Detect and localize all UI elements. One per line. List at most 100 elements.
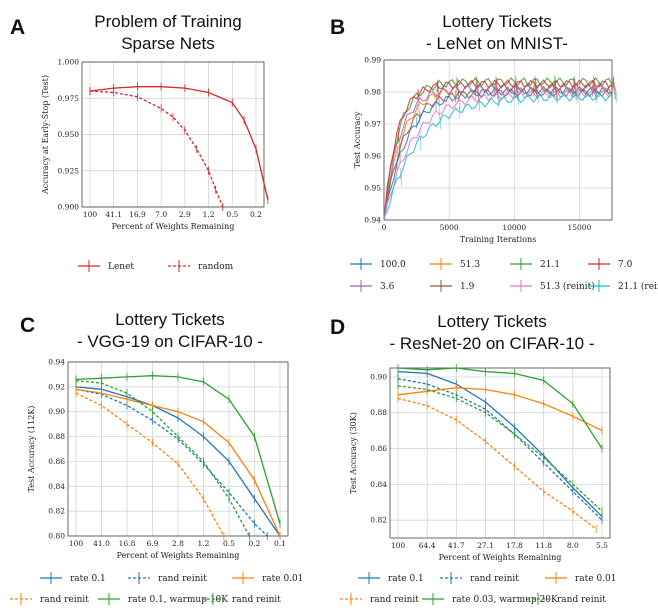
legend-label: 51.3 (reinit) <box>540 281 595 292</box>
y-tick-label: 0.95 <box>364 184 381 193</box>
series-line <box>397 378 603 521</box>
legend-label: rand reinit <box>40 595 89 605</box>
x-axis-label: Training Iterations <box>460 235 537 244</box>
y-axis-label: Test Accuracy <box>353 111 362 168</box>
panel-d: D Lottery Tickets - ResNet-20 on CIFAR-10 … <box>330 312 611 562</box>
panel-letter: A <box>10 16 25 39</box>
panel-a: A Problem of Training Sparse Nets 100 41.1 16… <box>10 12 269 231</box>
y-tick-label: 0.82 <box>370 516 387 525</box>
y-tick-label: 0.92 <box>48 382 65 391</box>
chart-title: Problem of Training <box>94 12 241 31</box>
legend-item: rate 0.03, warmup 20K <box>422 593 558 605</box>
legend-item: 21.1 (reinit) <box>588 280 658 292</box>
x-tick-label: 17.8 <box>506 541 523 550</box>
x-tick-label: 2.9 <box>179 210 191 219</box>
x-axis-label: Percent of Weights Remaining <box>117 551 240 560</box>
legend-label: 21.1 (reinit) <box>618 281 658 292</box>
series-line <box>89 90 224 208</box>
x-tick-label: 64.4 <box>419 541 436 550</box>
legend-label: rate 0.01 <box>262 574 304 584</box>
y-axis-label: Accuracy at Early-Stop (Test) <box>41 75 50 195</box>
y-tick-label: 0.925 <box>58 166 80 175</box>
y-tick-label: 0.86 <box>48 457 65 466</box>
x-tick-label: 0.2 <box>250 210 262 219</box>
x-tick-label: 11.8 <box>535 541 552 550</box>
y-tick-label: 1.000 <box>58 58 80 67</box>
x-tick-label: 10000 <box>502 223 526 232</box>
x-tick-label: 1.2 <box>198 539 210 548</box>
legend-label: rate 0.01 <box>575 574 617 584</box>
x-tick-label: 0.5 <box>223 539 235 548</box>
legend-label: rand reinit <box>557 595 606 605</box>
chart-title: Lottery Tickets <box>442 12 552 31</box>
panel-b: B Lottery Tickets - LeNet on MNIST- 0 5000 10… <box>330 12 617 244</box>
x-tick-label: 16.9 <box>129 210 146 219</box>
legend-label: 3.6 <box>380 282 395 292</box>
plot-frame <box>389 367 611 539</box>
y-tick-label: 0.90 <box>48 407 65 416</box>
legend-c: rate 0.1 rand reinit rate 0.01 rand reinit r… <box>10 572 304 605</box>
x-tick-label: 0 <box>382 223 387 232</box>
series-line <box>397 397 597 530</box>
y-tick-label: 0.88 <box>370 408 387 417</box>
y-tick-label: 0.98 <box>364 88 381 97</box>
legend-item: 51.3 <box>430 258 480 270</box>
legend-item: rate 0.01 <box>232 572 304 584</box>
x-axis-label: Percent of Weights Remaining <box>439 553 562 562</box>
series-line <box>397 387 603 432</box>
legend-item: rand reinit <box>440 572 519 584</box>
x-tick-label: 8.0 <box>567 541 579 550</box>
legend-label: rand reinit <box>370 595 419 605</box>
legend-label: rand reinit <box>232 595 281 605</box>
y-tick-label: 0.86 <box>370 444 387 453</box>
plot-area <box>390 368 610 538</box>
series-line <box>89 86 269 200</box>
chart-title: Sparse Nets <box>121 34 215 53</box>
x-tick-label: 0.5 <box>226 210 238 219</box>
x-tick-label: 41.7 <box>448 541 465 550</box>
x-tick-label: 1.2 <box>203 210 215 219</box>
legend-label: rate 0.1 <box>70 574 106 584</box>
y-tick-label: 0.94 <box>364 216 381 225</box>
legend-a: Lenet random <box>78 260 234 272</box>
x-tick-label: 100 <box>391 541 406 550</box>
legend-label: 7.0 <box>618 260 633 270</box>
legend-item: rand reinit <box>202 593 281 605</box>
x-tick-label: 7.0 <box>155 210 167 219</box>
legend-item: rate 0.1 <box>40 572 106 584</box>
y-tick-label: 0.950 <box>58 130 80 139</box>
y-tick-label: 0.94 <box>48 358 65 367</box>
y-tick-label: 0.88 <box>48 432 65 441</box>
plot-frame <box>383 59 613 221</box>
x-tick-label: 0.2 <box>249 539 261 548</box>
legend-label: rate 0.03, warmup 20K <box>452 595 558 605</box>
x-tick-label: 27.1 <box>477 541 494 550</box>
y-tick-label: 0.97 <box>364 120 381 129</box>
chart-title: - VGG-19 on CIFAR-10 - <box>77 332 263 351</box>
x-tick-label: 15000 <box>567 223 591 232</box>
legend-label: 100.0 <box>380 260 406 270</box>
legend-item: rate 0.01 <box>545 572 617 584</box>
legend-item: 51.3 (reinit) <box>510 280 595 292</box>
y-tick-label: 0.96 <box>364 152 381 161</box>
x-tick-label: 2.8 <box>172 539 184 548</box>
legend-label: 21.1 <box>540 260 560 270</box>
y-axis-label: Test Accuracy (30K) <box>349 412 358 494</box>
chart-title: - LeNet on MNIST- <box>426 34 568 53</box>
x-tick-label: 5000 <box>440 223 459 232</box>
chart-title: Lottery Tickets <box>437 312 547 331</box>
y-tick-label: 0.975 <box>58 94 80 103</box>
x-tick-label: 100 <box>83 210 98 219</box>
legend-item: 100.0 <box>350 258 406 270</box>
legend-item: 21.1 <box>510 258 560 270</box>
legend-label: rate 0.1 <box>388 574 424 584</box>
legend-label: Lenet <box>108 262 134 272</box>
legend-item: rate 0.1 <box>358 572 424 584</box>
legend-item: rand reinit <box>527 593 606 605</box>
panel-c: C Lottery Tickets - VGG-19 on CIFAR-10 - 10… <box>20 310 289 560</box>
series-line <box>397 385 603 512</box>
chart-title: - ResNet-20 on CIFAR-10 - <box>389 334 594 353</box>
legend-label: random <box>198 262 234 272</box>
y-tick-label: 0.80 <box>48 532 65 541</box>
